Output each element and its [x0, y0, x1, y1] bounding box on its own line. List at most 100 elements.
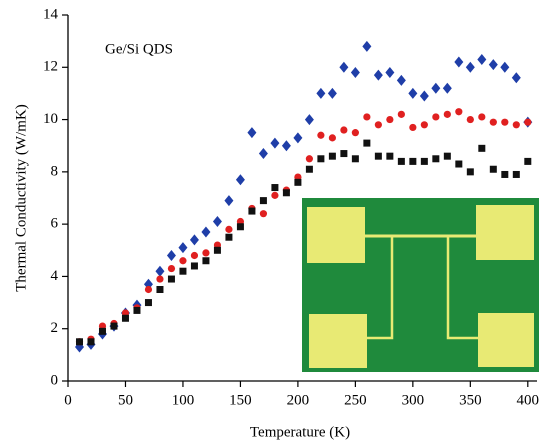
data-point [478, 113, 486, 121]
data-point [248, 207, 256, 215]
data-point [328, 152, 336, 160]
data-point [443, 152, 451, 160]
y-tick-label: 14 [43, 6, 59, 22]
data-point [386, 115, 394, 124]
data-point [316, 87, 326, 99]
data-point [374, 121, 382, 129]
data-point [294, 178, 302, 186]
x-tick-label: 0 [64, 392, 72, 408]
y-tick-label: 4 [51, 268, 59, 284]
data-point [385, 67, 395, 79]
data-point [397, 157, 405, 165]
data-point [166, 250, 176, 262]
x-tick-label: 300 [402, 392, 425, 408]
data-point [477, 53, 487, 65]
data-point [351, 129, 359, 137]
data-point [465, 61, 475, 73]
data-point [443, 110, 451, 118]
data-point [190, 251, 199, 260]
data-point [442, 82, 452, 94]
data-point [363, 139, 371, 147]
data-point [489, 118, 497, 126]
data-point [282, 189, 290, 197]
data-point [178, 242, 188, 254]
data-point [317, 155, 325, 163]
data-point [339, 61, 349, 73]
data-point [213, 246, 221, 254]
data-point [374, 152, 382, 160]
x-tick-label: 350 [459, 392, 482, 408]
data-point [305, 155, 313, 163]
data-point [155, 265, 165, 277]
data-point [373, 69, 383, 81]
data-point [281, 140, 291, 152]
data-point [340, 126, 348, 134]
data-point [512, 170, 520, 178]
data-point [466, 115, 474, 124]
data-point [351, 155, 359, 163]
data-point [179, 267, 187, 275]
data-point [305, 165, 313, 173]
data-point [293, 132, 303, 144]
data-point [327, 87, 337, 99]
data-point [156, 286, 164, 293]
y-axis-title: Thermal Conductivity (W/mK) [13, 104, 29, 291]
x-tick-label: 50 [118, 392, 133, 408]
data-point [409, 157, 417, 165]
data-point [420, 121, 428, 129]
inset-photo [302, 198, 539, 372]
data-point [75, 338, 83, 346]
data-point [225, 225, 233, 233]
data-point [121, 314, 129, 322]
data-point [431, 82, 441, 94]
data-point [259, 210, 268, 218]
y-tick-label: 2 [51, 320, 59, 336]
data-point [432, 113, 440, 121]
data-point [524, 157, 532, 165]
data-point [501, 118, 509, 126]
data-point [144, 299, 152, 307]
y-tick-label: 0 [51, 372, 59, 388]
data-point [258, 148, 268, 160]
data-point [397, 110, 405, 118]
data-point [362, 40, 372, 52]
data-point [212, 216, 222, 228]
data-point [133, 306, 141, 314]
data-point [409, 123, 417, 132]
x-tick-label: 150 [229, 392, 252, 408]
data-point [247, 127, 257, 139]
data-point [500, 61, 510, 73]
data-point [271, 184, 279, 192]
data-point [259, 197, 267, 205]
data-point [271, 191, 279, 199]
data-point [98, 327, 106, 335]
data-point [317, 131, 325, 139]
x-tick-label: 250 [344, 392, 367, 408]
data-point [235, 174, 245, 186]
data-point [408, 87, 418, 99]
x-tick-label: 200 [287, 392, 310, 408]
x-tick-label: 400 [517, 392, 540, 408]
data-point [432, 155, 440, 163]
data-point [167, 275, 175, 283]
data-point [190, 262, 198, 270]
data-point [156, 275, 164, 283]
y-tick-label: 12 [43, 59, 58, 75]
data-point [363, 113, 371, 121]
data-point [144, 285, 153, 294]
data-point [420, 157, 428, 165]
data-point [419, 90, 429, 102]
y-tick-label: 8 [51, 163, 59, 179]
x-axis-title: Temperature (K) [250, 424, 350, 440]
data-point [350, 67, 360, 79]
data-point [201, 226, 211, 238]
data-point [167, 264, 176, 273]
data-point [224, 195, 234, 207]
data-point [225, 233, 233, 241]
data-point [455, 108, 463, 116]
data-point [202, 249, 210, 257]
data-point [396, 74, 406, 86]
data-point [524, 118, 532, 126]
data-point [328, 134, 336, 142]
